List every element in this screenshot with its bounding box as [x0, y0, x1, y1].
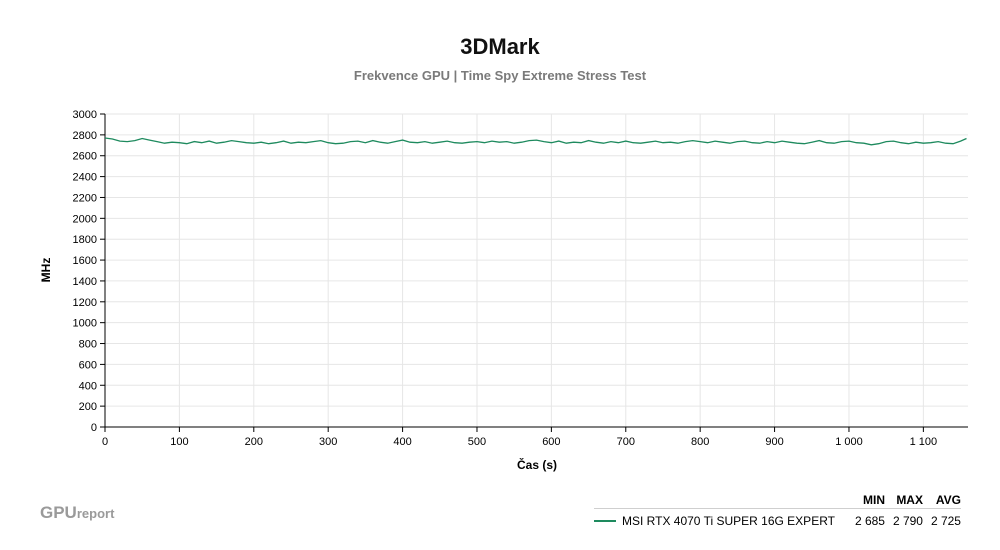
y-axis-title: MHz	[39, 258, 53, 283]
x-tick-label: 100	[170, 436, 188, 448]
axis-layer: 0200400600800100012001400160018002000220…	[73, 109, 968, 448]
stat-min: 2 685	[854, 514, 885, 528]
y-tick-label: 2400	[73, 172, 97, 184]
y-tick-label: 1600	[73, 255, 97, 267]
x-axis-title: Čas (s)	[517, 457, 557, 472]
y-tick-label: 2200	[73, 192, 97, 204]
grid-layer	[105, 113, 968, 427]
y-tick-label: 3000	[73, 109, 97, 121]
legend-series-name: MSI RTX 4070 Ti SUPER 16G EXPERT	[622, 514, 835, 528]
y-tick-label: 1000	[73, 318, 97, 330]
x-tick-label: 800	[691, 436, 709, 448]
legend-entry: MSI RTX 4070 Ti SUPER 16G EXPERT	[594, 509, 847, 528]
x-tick-label: 1 100	[910, 436, 938, 448]
x-tick-label: 500	[468, 436, 486, 448]
gpureport-logo: GPUreport	[40, 503, 114, 523]
legend-header-row: MIN MAX AVG	[594, 492, 961, 509]
y-tick-label: 200	[79, 401, 97, 413]
y-tick-label: 2000	[73, 213, 97, 225]
y-tick-label: 2600	[73, 151, 97, 163]
y-tick-label: 2800	[73, 130, 97, 142]
x-tick-label: 300	[319, 436, 337, 448]
brand-sub: report	[76, 506, 115, 521]
legend-name-header	[594, 492, 847, 509]
stat-avg: 2 725	[930, 514, 961, 528]
x-tick-label: 0	[102, 436, 108, 448]
y-tick-label: 800	[79, 339, 97, 351]
brand-main: GPU	[40, 503, 77, 522]
series-line	[104, 137, 967, 146]
x-tick-label: 700	[617, 436, 635, 448]
x-tick-label: 900	[765, 436, 783, 448]
series-layer	[104, 137, 967, 146]
chart-title: 3DMark	[460, 34, 540, 59]
x-tick-label: 1 000	[835, 436, 863, 448]
legend-stats-table: MIN MAX AVG MSI RTX 4070 Ti SUPER 16G EX…	[594, 492, 961, 528]
y-tick-label: 1800	[73, 234, 97, 246]
y-tick-label: 1400	[73, 276, 97, 288]
y-tick-label: 400	[79, 380, 97, 392]
y-tick-label: 1200	[73, 297, 97, 309]
chart-subtitle: Frekvence GPU | Time Spy Extreme Stress …	[353, 68, 647, 83]
y-tick-label: 600	[79, 359, 97, 371]
x-tick-label: 400	[393, 436, 411, 448]
y-tick-label: 0	[91, 422, 97, 434]
avg-header: AVG	[935, 493, 961, 507]
max-header: MAX	[896, 493, 923, 507]
legend-row: MSI RTX 4070 Ti SUPER 16G EXPERT 2 685 2…	[594, 509, 961, 528]
min-header: MIN	[862, 493, 885, 507]
x-tick-label: 200	[245, 436, 263, 448]
legend-swatch	[594, 519, 616, 522]
x-tick-label: 600	[542, 436, 560, 448]
stat-max: 2 790	[892, 514, 923, 528]
